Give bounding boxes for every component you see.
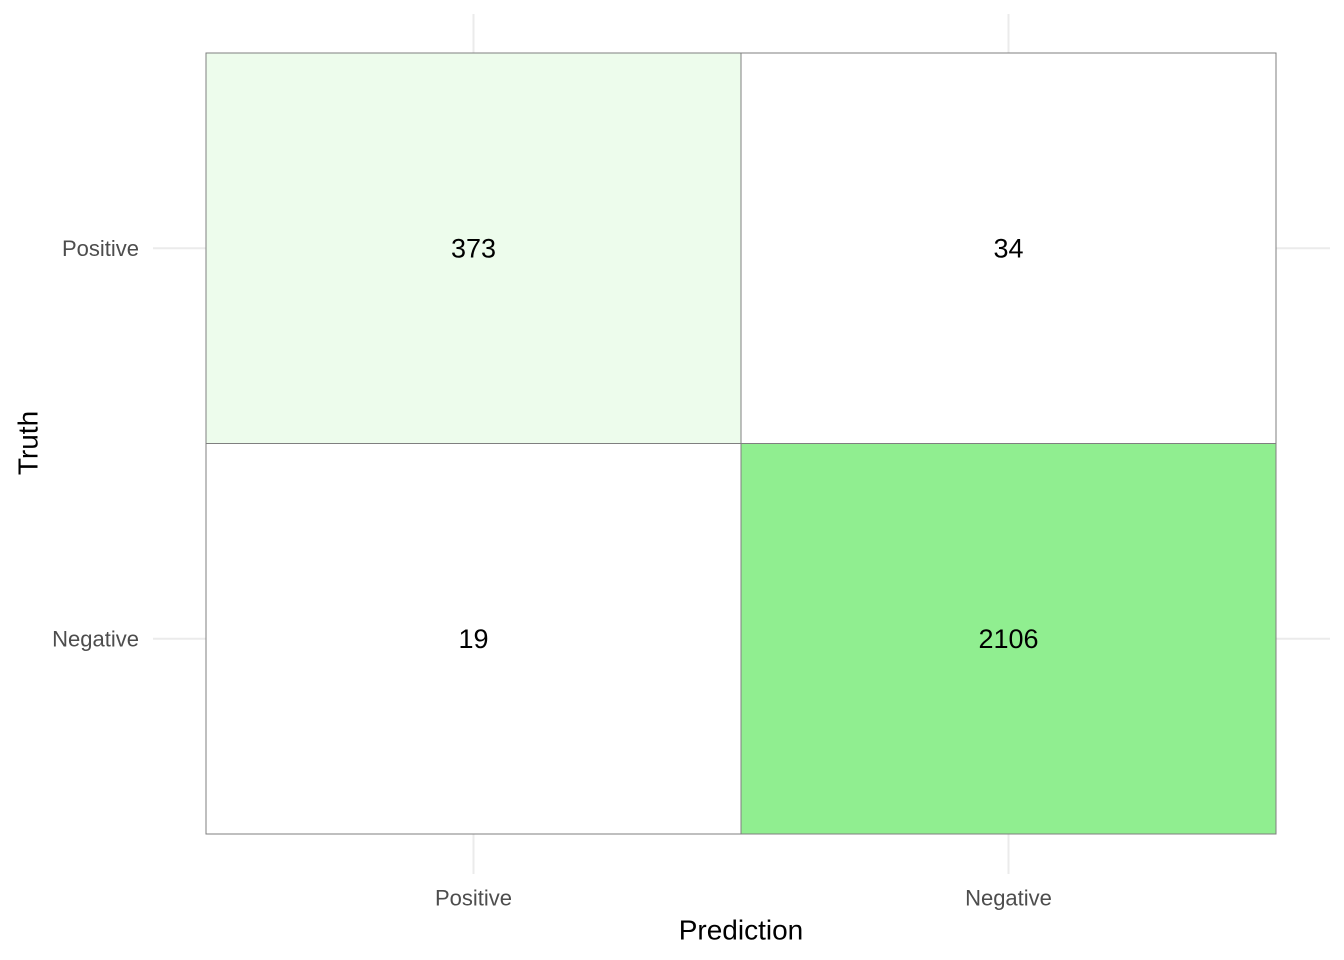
y-tick-positive: Positive — [62, 236, 139, 261]
cell-value-labels: 373 34 19 2106 — [451, 233, 1039, 654]
cell-truth-negative-pred-negative — [740, 443, 1277, 835]
x-tick-negative: Negative — [965, 886, 1052, 911]
y-axis-title: Truth — [13, 411, 44, 475]
cell-value-truth-negative-pred-negative: 2106 — [978, 624, 1038, 654]
x-tick-positive: Positive — [435, 886, 512, 911]
cell-truth-negative-pred-positive — [205, 443, 742, 835]
x-tick-labels: Positive Negative — [435, 886, 1052, 911]
cell-value-truth-positive-pred-negative: 34 — [993, 233, 1023, 263]
cell-value-truth-positive-pred-positive: 373 — [451, 233, 496, 263]
matrix-cells — [205, 52, 1277, 835]
y-tick-labels: Positive Negative — [52, 236, 139, 652]
cell-value-truth-negative-pred-positive: 19 — [458, 624, 488, 654]
x-axis-title: Prediction — [679, 915, 804, 946]
y-tick-negative: Negative — [52, 626, 139, 651]
cell-truth-positive-pred-positive — [205, 52, 742, 444]
